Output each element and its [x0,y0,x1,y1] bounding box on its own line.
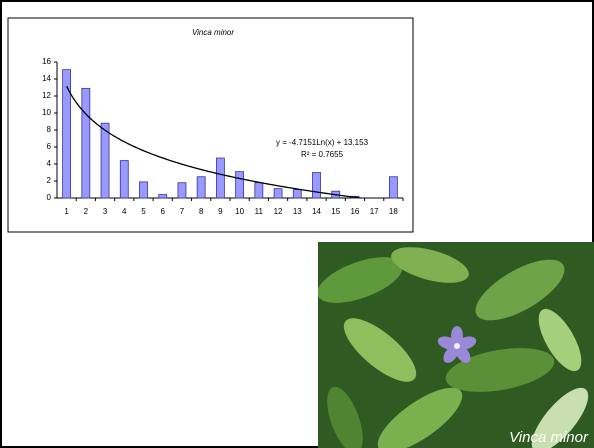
bar [178,183,186,198]
y-tick-label: 12 [42,91,51,100]
chart-title: Vinca minor [192,28,234,37]
x-tick-label: 7 [180,207,185,216]
y-tick-label: 14 [42,74,51,83]
photo-caption: Vinca minor [509,429,589,446]
x-tick-label: 15 [331,207,340,216]
bar [140,182,148,198]
bar [82,88,90,198]
bar [389,177,397,198]
photo [312,240,594,448]
trend-r2: R² = 0.7655 [301,150,344,159]
bar [120,161,128,198]
bar [159,195,167,198]
x-tick-label: 3 [103,207,108,216]
bar [101,123,109,198]
x-tick-label: 17 [370,207,379,216]
x-tick-label: 1 [64,207,69,216]
bar [274,189,282,198]
y-tick-label: 10 [42,108,51,117]
y-tick-label: 8 [47,125,52,134]
y-tick-label: 2 [47,176,52,185]
x-tick-label: 8 [199,207,204,216]
x-tick-label: 2 [84,207,89,216]
x-tick-label: 13 [293,207,302,216]
slide-canvas: Vinca minor y = -4.7151Ln(x) + 13.153 R²… [0,0,594,448]
bar [63,70,71,198]
bar [197,177,205,198]
bar [255,183,263,198]
y-tick-label: 6 [47,142,52,151]
slide: Vinca minor y = -4.7151Ln(x) + 13.153 R²… [0,0,594,448]
bar [313,173,321,199]
y-tick-label: 0 [47,193,52,202]
x-tick-label: 5 [141,207,146,216]
x-tick-label: 18 [389,207,398,216]
x-tick-label: 4 [122,207,127,216]
y-tick-label: 4 [47,159,52,168]
bar [236,172,244,198]
bar [293,190,301,199]
x-tick-label: 14 [312,207,321,216]
x-tick-label: 9 [218,207,223,216]
x-tick-label: 10 [235,207,244,216]
x-tick-label: 6 [160,207,165,216]
trend-equation: y = -4.7151Ln(x) + 13.153 [276,138,369,147]
x-tick-label: 12 [274,207,283,216]
x-tick-label: 16 [350,207,359,216]
y-tick-label: 16 [42,57,51,66]
x-tick-label: 11 [255,207,264,216]
bar [216,158,224,198]
